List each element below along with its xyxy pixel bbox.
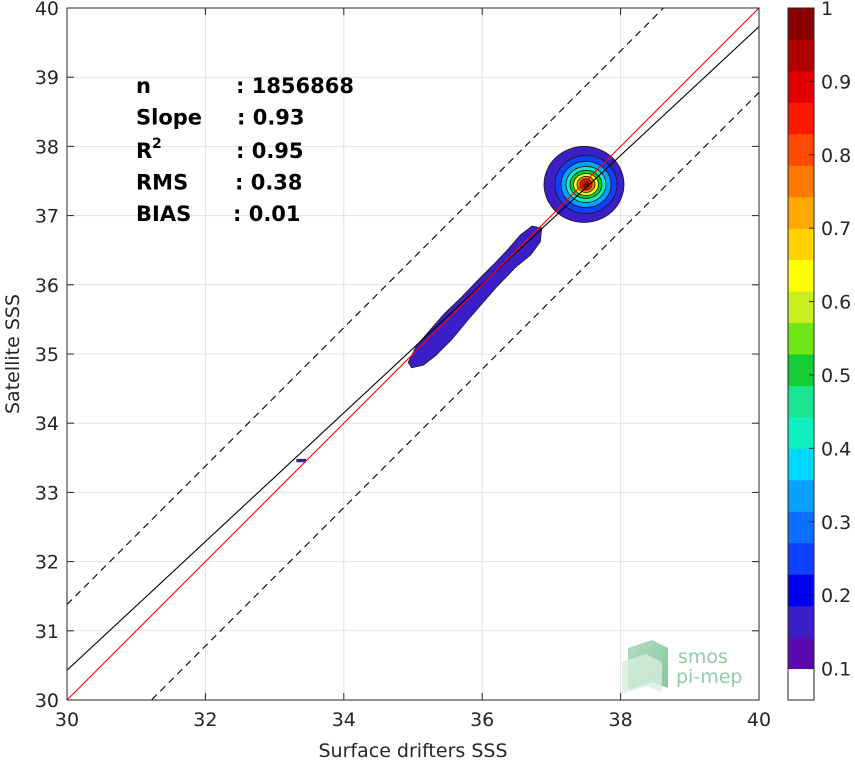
colorbar-segment [788, 70, 814, 103]
regression-line [67, 26, 759, 671]
colorbar-tick-label: 0.8 [821, 145, 851, 167]
colorbar-segment [788, 637, 814, 670]
stat-label-slope: Slope [136, 106, 202, 130]
y-tick-label: 36 [35, 275, 59, 297]
logo-text-pimep: pi-mep [676, 666, 742, 688]
stat-label-rms: RMS [136, 171, 188, 195]
colorbar-segment [788, 228, 814, 261]
x-tick-label: 34 [332, 709, 356, 731]
reference-lines [67, 8, 759, 700]
y-tick-label: 32 [35, 552, 59, 574]
density-contour-isolated [296, 458, 306, 463]
colorbar-tick-label: 0.1 [821, 659, 851, 681]
grid-lines [66, 7, 760, 701]
y-tick-label: 40 [35, 0, 59, 20]
x-tick-label: 30 [55, 709, 79, 731]
stat-value-rms: : 0.38 [235, 171, 303, 195]
y-tick-label: 37 [35, 206, 59, 228]
colorbar-tick-label: 0.5 [821, 365, 851, 387]
x-tick-label: 36 [470, 709, 494, 731]
density-contour-ridge [407, 225, 543, 369]
stat-value-n: : 1856868 [236, 74, 354, 98]
colorbar-segment [788, 322, 814, 355]
y-axis-label: Satellite SSS [2, 294, 24, 414]
colorbar-segment [788, 511, 814, 544]
colorbar-segment [788, 354, 814, 386]
colorbar-tick-label: 0.6 [821, 292, 851, 314]
colorbar-segment [788, 291, 814, 324]
colorbar-segment [788, 165, 814, 198]
colorbar-segment [788, 668, 814, 701]
stat-value-r: : 0.95 [236, 139, 304, 163]
y-tick-label: 39 [35, 67, 59, 89]
colorbar-tick-label: 0.7 [821, 218, 851, 240]
stat-label-n: n [136, 74, 151, 98]
stat-label-superscript: 2 [152, 136, 162, 152]
colorbar: 0.1 0.2 0.3 0.4 0.5 0.6 0.7 0.8 0.9 1 [787, 0, 851, 701]
colorbar-segment [788, 259, 814, 292]
x-axis-label: Surface drifters SSS [319, 740, 508, 762]
stat-value-slope: : 0.93 [237, 106, 305, 130]
colorbar-tick-label: 0.3 [821, 512, 851, 534]
colorbar-segment [788, 196, 814, 229]
y-tick-label: 38 [35, 136, 59, 158]
colorbar-segment [788, 479, 814, 512]
x-axis: 30 32 34 36 38 40 [55, 8, 771, 731]
colorbar-tick-label: 0.4 [821, 438, 851, 460]
colorbar-segment [788, 8, 814, 40]
colorbar-segment [788, 102, 814, 135]
colorbar-tick-label: 1 [821, 0, 833, 20]
x-tick-label: 38 [609, 709, 633, 731]
y-tick-label: 34 [35, 413, 59, 435]
colorbar-segment [788, 39, 814, 72]
colorbar-segment [788, 574, 814, 607]
y-tick-label: 30 [35, 690, 59, 712]
colorbar-segment [788, 385, 814, 418]
density-contours [296, 146, 625, 463]
y-tick-label: 35 [35, 344, 59, 366]
logo-text-smos: smos [678, 646, 728, 668]
statistics-panel: n : 1856868 Slope : 0.93 R 2 : 0.95 RMS : 0.38 BI… [136, 74, 354, 226]
stat-label-r: R [136, 139, 152, 163]
colorbar-segment [788, 605, 814, 638]
colorbar-frame [787, 7, 815, 701]
colorbar-tick-label: 0.9 [821, 71, 851, 93]
x-tick-label: 40 [747, 709, 771, 731]
colorbar-segment [788, 133, 814, 166]
y-axis: 30 31 32 33 34 35 36 37 38 39 40 [35, 0, 759, 712]
colorbar-segment [788, 416, 814, 449]
smos-pi-mep-logo: smos pi-mep [622, 640, 742, 694]
stat-value-bias: : 0.01 [233, 202, 301, 226]
colorbar-segment [788, 542, 814, 575]
colorbar-tick-label: 0.2 [821, 585, 851, 607]
y-tick-label: 31 [35, 621, 59, 643]
stat-label-bias: BIAS [136, 202, 191, 226]
colorbar-segment [788, 448, 814, 481]
y-tick-label: 33 [35, 482, 59, 504]
one-to-one-line [67, 8, 759, 700]
x-tick-label: 32 [193, 709, 217, 731]
